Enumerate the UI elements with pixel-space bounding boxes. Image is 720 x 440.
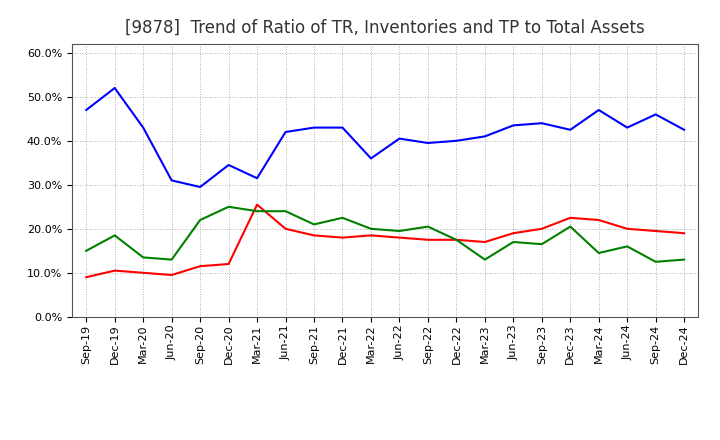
Trade Payables — [82, 248, 91, 253]
Trade Receivables — [253, 202, 261, 207]
Inventories — [395, 136, 404, 141]
Inventories — [225, 162, 233, 168]
Trade Receivables — [595, 217, 603, 223]
Trade Payables — [196, 217, 204, 223]
Trade Payables — [652, 259, 660, 264]
Trade Payables — [395, 228, 404, 234]
Trade Payables — [623, 244, 631, 249]
Line: Trade Payables: Trade Payables — [86, 207, 684, 262]
Trade Receivables — [366, 233, 375, 238]
Trade Payables — [537, 242, 546, 247]
Trade Payables — [110, 233, 119, 238]
Inventories — [452, 138, 461, 143]
Inventories — [139, 125, 148, 130]
Trade Payables — [366, 226, 375, 231]
Trade Payables — [282, 209, 290, 214]
Trade Receivables — [680, 231, 688, 236]
Trade Receivables — [452, 237, 461, 242]
Trade Receivables — [423, 237, 432, 242]
Trade Receivables — [338, 235, 347, 240]
Inventories — [338, 125, 347, 130]
Trade Receivables — [652, 228, 660, 234]
Trade Payables — [253, 209, 261, 214]
Title: [9878]  Trend of Ratio of TR, Inventories and TP to Total Assets: [9878] Trend of Ratio of TR, Inventories… — [125, 19, 645, 37]
Inventories — [595, 107, 603, 113]
Trade Receivables — [167, 272, 176, 278]
Inventories — [652, 112, 660, 117]
Trade Receivables — [509, 231, 518, 236]
Trade Payables — [566, 224, 575, 229]
Legend: Trade Receivables, Inventories, Trade Payables: Trade Receivables, Inventories, Trade Pa… — [170, 438, 600, 440]
Trade Payables — [423, 224, 432, 229]
Trade Receivables — [566, 215, 575, 220]
Inventories — [480, 134, 489, 139]
Trade Payables — [225, 204, 233, 209]
Inventories — [423, 140, 432, 146]
Trade Receivables — [395, 235, 404, 240]
Inventories — [253, 176, 261, 181]
Inventories — [310, 125, 318, 130]
Inventories — [623, 125, 631, 130]
Line: Inventories: Inventories — [86, 88, 684, 187]
Trade Receivables — [623, 226, 631, 231]
Inventories — [537, 121, 546, 126]
Trade Payables — [509, 239, 518, 245]
Trade Payables — [452, 237, 461, 242]
Trade Payables — [480, 257, 489, 262]
Line: Trade Receivables: Trade Receivables — [86, 205, 684, 277]
Trade Payables — [139, 255, 148, 260]
Trade Receivables — [139, 270, 148, 275]
Inventories — [110, 85, 119, 91]
Trade Receivables — [282, 226, 290, 231]
Trade Receivables — [480, 239, 489, 245]
Trade Payables — [680, 257, 688, 262]
Inventories — [282, 129, 290, 135]
Inventories — [509, 123, 518, 128]
Trade Receivables — [310, 233, 318, 238]
Trade Payables — [310, 222, 318, 227]
Inventories — [680, 127, 688, 132]
Inventories — [366, 156, 375, 161]
Trade Payables — [167, 257, 176, 262]
Trade Receivables — [110, 268, 119, 273]
Inventories — [196, 184, 204, 190]
Trade Receivables — [196, 264, 204, 269]
Trade Payables — [338, 215, 347, 220]
Trade Payables — [595, 250, 603, 256]
Trade Receivables — [225, 261, 233, 267]
Trade Receivables — [537, 226, 546, 231]
Trade Receivables — [82, 275, 91, 280]
Inventories — [566, 127, 575, 132]
Inventories — [82, 107, 91, 113]
Inventories — [167, 178, 176, 183]
